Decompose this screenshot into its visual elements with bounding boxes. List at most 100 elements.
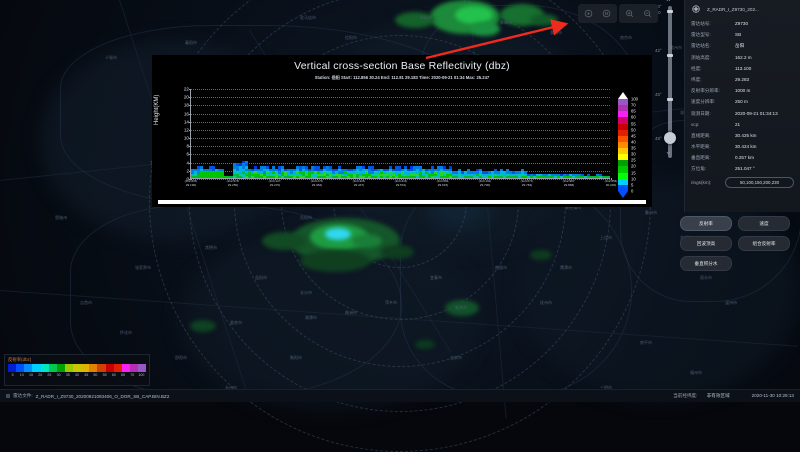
legend-color-cell <box>138 364 147 372</box>
echo-cell <box>305 171 308 174</box>
echo-cell <box>383 176 386 178</box>
zoom-in-icon[interactable] <box>621 6 638 21</box>
echo-cell <box>506 176 509 178</box>
map-city-label: 三明市 <box>600 385 612 390</box>
product-button-组合反射率[interactable]: 组合反射率 <box>738 236 790 251</box>
y-tick-label: 12 <box>183 127 189 133</box>
map-city-label: 邵阳市 <box>175 355 187 360</box>
product-button-垂直积分水[interactable]: 垂直积分水 <box>680 256 732 271</box>
zoom-out-icon[interactable] <box>639 6 656 21</box>
echo-cell <box>272 173 275 177</box>
echo-cell <box>509 176 512 178</box>
echo-cell <box>272 176 275 178</box>
echo-cell <box>215 168 218 172</box>
radar-info-value: 162.2 m <box>735 54 752 60</box>
echo-cell <box>398 176 401 178</box>
echo-cell <box>524 176 527 178</box>
echo-cell <box>458 176 461 178</box>
radar-echo <box>300 250 370 272</box>
echo-cell <box>299 171 302 174</box>
echo-cell <box>428 171 431 174</box>
echo-cell <box>419 168 422 172</box>
map-zoom-slider[interactable]: ⌃ ⌄ <box>664 0 676 158</box>
y-tick-mark <box>189 89 191 90</box>
echo-cell <box>473 171 476 174</box>
echo-cell <box>281 166 284 169</box>
echo-cell <box>473 173 476 177</box>
radar-info-value: 21 <box>735 121 741 127</box>
echo-cell <box>458 173 461 177</box>
echo-cell <box>554 176 557 178</box>
echo-cell <box>437 176 440 178</box>
product-button-速度[interactable]: 速度 <box>738 216 790 231</box>
vertical-cross-section-chart[interactable]: Vertical cross-section Base Reflectivity… <box>152 55 652 207</box>
slider-degree-label: 30° <box>655 4 662 9</box>
product-button-反射率[interactable]: 反射率 <box>680 216 732 231</box>
x-tick-mark <box>485 178 486 180</box>
echo-cell <box>458 171 461 174</box>
echo-cell <box>197 173 200 177</box>
echo-cell <box>350 176 353 178</box>
legend-color-cell <box>24 364 33 372</box>
x-tick-label: (112.978, 29.250) <box>226 179 240 187</box>
radar-echo <box>190 320 216 332</box>
echo-cell <box>524 171 527 174</box>
pause-icon[interactable] <box>598 6 615 21</box>
echo-cell <box>239 168 242 172</box>
x-tick-mark <box>191 178 192 180</box>
echo-cell <box>233 168 236 172</box>
echo-cell <box>308 176 311 178</box>
echo-cell <box>392 173 395 177</box>
echo-cell <box>236 171 239 174</box>
echo-cell <box>260 166 263 169</box>
echo-cell <box>431 176 434 178</box>
legend-tick: 70 <box>130 373 135 377</box>
echo-cell <box>365 168 368 172</box>
colorbar-label: 0 <box>631 188 634 194</box>
y-tick-label: 20 <box>183 94 189 100</box>
echo-cell <box>482 176 485 178</box>
echo-cell <box>329 168 332 172</box>
map-city-label: 驻马店市 <box>300 15 316 20</box>
echo-cell <box>260 168 263 172</box>
echo-cell <box>323 171 326 174</box>
echo-cell <box>413 168 416 172</box>
echo-cell <box>446 173 449 177</box>
echo-cell <box>371 168 374 172</box>
slider-up-arrow[interactable]: ⌃ <box>665 0 672 7</box>
echo-cell <box>596 173 599 177</box>
echo-cell <box>521 176 524 178</box>
rings-input[interactable]: 50,100,150,200,230 <box>725 176 794 188</box>
x-tick-mark <box>317 178 318 180</box>
play-icon[interactable] <box>580 6 597 21</box>
echo-cell <box>530 173 533 177</box>
echo-cell <box>233 173 236 177</box>
slider-track[interactable] <box>668 6 672 158</box>
echo-cell <box>476 173 479 177</box>
echo-cell <box>479 168 482 172</box>
echo-cell <box>491 173 494 177</box>
echo-cell <box>248 176 251 178</box>
echo-cell <box>209 176 212 178</box>
map-toolbar[interactable] <box>578 4 658 23</box>
slider-knob[interactable] <box>664 132 676 144</box>
slider-degree-label: 45° <box>655 92 662 97</box>
echo-cell <box>572 173 575 177</box>
echo-cell <box>434 173 437 177</box>
echo-cell <box>317 176 320 178</box>
plot-area[interactable]: 0 2 4 6 8 10 12 14 16 18 20 22 (112.828, 29.190) (112… <box>184 87 618 187</box>
echo-cell <box>239 163 242 167</box>
echo-cell <box>482 171 485 174</box>
product-button-回波顶高[interactable]: 回波顶高 <box>680 236 732 251</box>
echo-cell <box>200 176 203 178</box>
echo-cell <box>311 176 314 178</box>
echo-cell <box>251 168 254 172</box>
echo-cell <box>596 176 599 178</box>
radar-info-row: 水平距离: 30.424 km <box>691 141 794 152</box>
x-tick-mark <box>569 178 570 180</box>
echo-cell <box>344 173 347 177</box>
echo-cell <box>311 168 314 172</box>
slider-down-arrow[interactable]: ⌄ <box>665 147 672 156</box>
echo-cell <box>353 171 356 174</box>
echo-cell <box>602 176 605 178</box>
